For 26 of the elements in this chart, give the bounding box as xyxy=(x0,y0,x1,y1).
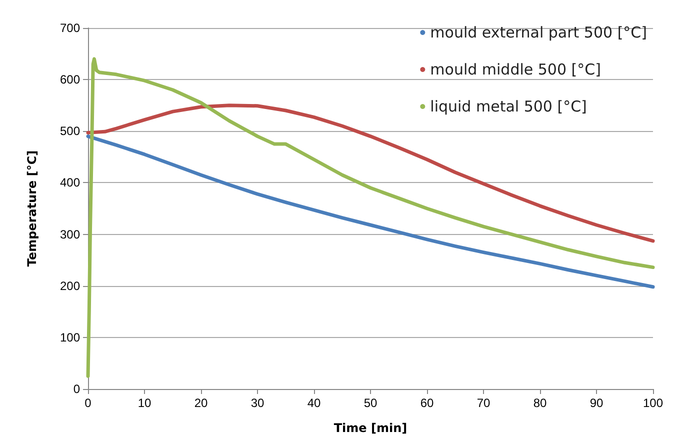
legend-label: liquid metal 500 [°C] xyxy=(430,98,587,116)
legend-label: mould external part 500 [°C] xyxy=(430,24,648,42)
x-tick-label: 60 xyxy=(420,396,434,410)
x-tick-label: 10 xyxy=(138,396,152,410)
y-tick-label: 100 xyxy=(60,330,80,344)
x-tick-label: 90 xyxy=(590,396,604,410)
line-series xyxy=(86,57,655,378)
x-tick-label: 0 xyxy=(84,396,92,410)
x-tick-label: 50 xyxy=(364,396,378,410)
x-tick-label: 30 xyxy=(250,396,264,410)
y-tick-label: 300 xyxy=(60,227,80,242)
x-tick-label: 40 xyxy=(307,396,321,410)
x-tick-label: 100 xyxy=(642,396,664,410)
y-tick-label: 600 xyxy=(60,72,80,87)
x-axis-title: Time [min] xyxy=(334,421,408,435)
x-tick-label: 70 xyxy=(476,396,490,410)
y-tick-label: 700 xyxy=(60,21,80,35)
y-axis-title: Temperature [°C] xyxy=(25,150,39,267)
legend-label: mould middle 500 [°C] xyxy=(430,60,601,78)
y-tick-label: 0 xyxy=(73,382,80,396)
x-tick-label: 20 xyxy=(194,396,208,410)
y-tick-label: 200 xyxy=(60,278,80,293)
line-series xyxy=(86,134,655,289)
x-tick-label: 80 xyxy=(533,396,547,410)
y-tick-label: 500 xyxy=(60,124,80,138)
y-tick-label: 400 xyxy=(60,176,80,190)
